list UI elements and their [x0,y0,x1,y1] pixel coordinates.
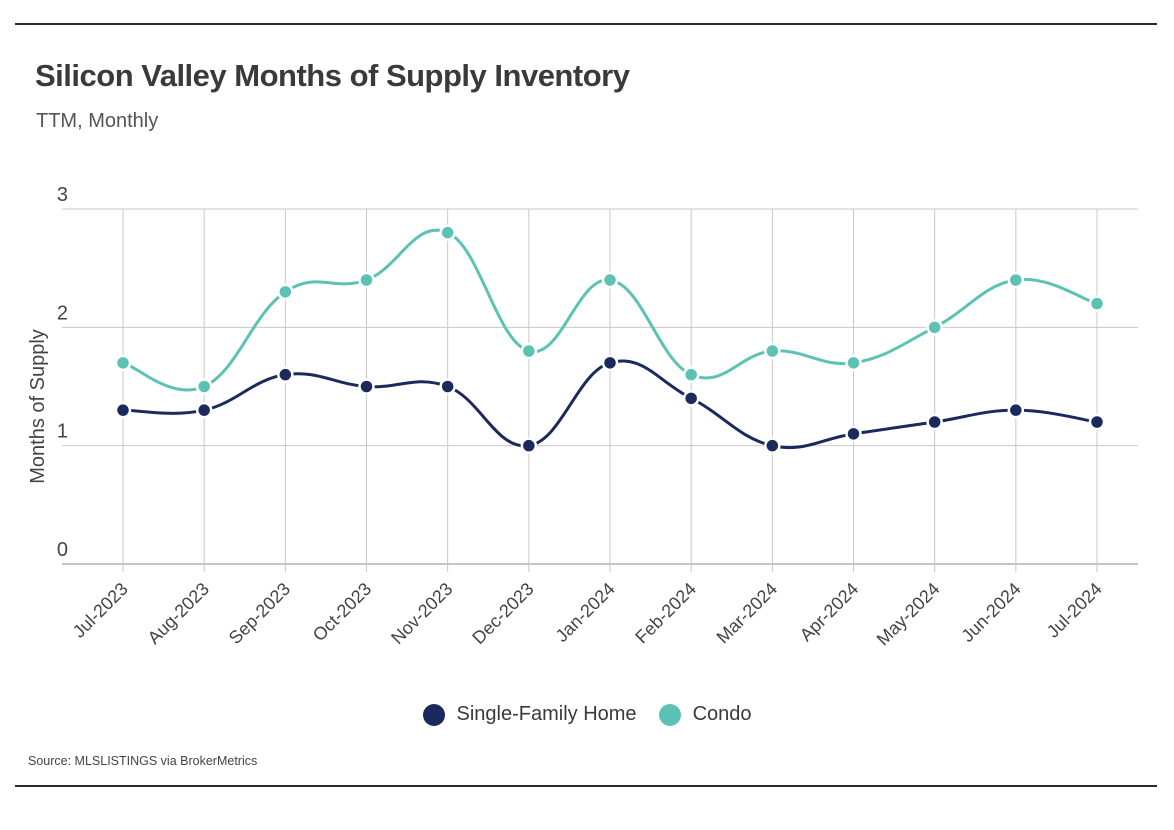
chart-subtitle: TTM, Monthly [36,110,159,132]
x-tick-label: Jul-2024 [1043,579,1106,642]
x-tick-label: Feb-2024 [631,579,700,648]
x-tick-label: Apr-2024 [796,579,863,646]
data-point-condo [358,271,375,289]
data-point-single-family [114,401,132,419]
legend-label-single-family: Single-Family Home [456,703,637,725]
source-note: Source: MLSLISTINGS via BrokerMetrics [28,754,258,768]
legend-item-condo[interactable]: Condo [658,703,752,726]
data-point-condo [845,354,862,372]
data-point-condo [764,342,781,360]
data-point-single-family [926,413,943,431]
x-tick-label: Dec-2023 [468,579,537,648]
x-tick-label: Jun-2024 [957,579,1024,646]
data-point-single-family [764,437,781,454]
data-point-single-family [520,437,538,454]
data-point-condo [195,378,213,395]
x-tick-label: May-2024 [873,579,944,650]
data-point-single-family [1088,413,1106,431]
x-tick-label: Oct-2023 [309,579,376,646]
data-point-condo [682,366,700,383]
data-point-single-family [845,425,862,443]
x-tick-label: Jul-2023 [69,579,132,642]
y-tick-label: 1 [57,421,68,443]
data-point-single-family [1007,401,1025,419]
data-point-single-family [682,390,700,407]
x-tick-label: Jan-2024 [552,579,619,646]
data-point-single-family [601,354,619,372]
data-point-condo [114,354,132,372]
y-tick-label: 0 [57,539,68,561]
legend-marker-condo [658,703,681,726]
x-tick-label: Mar-2024 [713,579,782,648]
data-point-condo [926,319,943,336]
data-point-condo [439,224,456,241]
data-point-condo [1088,295,1106,312]
data-point-single-family [277,366,294,383]
y-axis-title: Months of Supply [27,329,49,484]
legend-item-single-family[interactable]: Single-Family Home [422,703,637,726]
legend-label-condo: Condo [692,703,752,725]
data-point-single-family [439,378,456,395]
chart-title: Silicon Valley Months of Supply Inventor… [35,58,630,93]
data-point-single-family [195,401,213,419]
bottom-rule [15,785,1157,787]
legend-marker-single-family [422,703,445,726]
line-chart: 0 1 2 3 Jul-2023 Aug-2023 Sep-2023 Oct-2023 Nov-… [27,184,1138,650]
data-point-condo [1007,271,1025,289]
legend: Single-Family Home Condo [0,703,1174,726]
data-point-condo [277,283,294,301]
data-point-condo [601,271,619,289]
y-tick-label: 3 [57,184,68,206]
x-tick-label: Sep-2023 [225,579,294,648]
x-tick-label: Nov-2023 [387,579,456,648]
x-tick-label: Aug-2023 [144,579,213,648]
data-point-condo [520,342,538,360]
top-rule [15,23,1157,25]
y-tick-label: 2 [57,302,68,324]
data-point-single-family [358,378,375,395]
